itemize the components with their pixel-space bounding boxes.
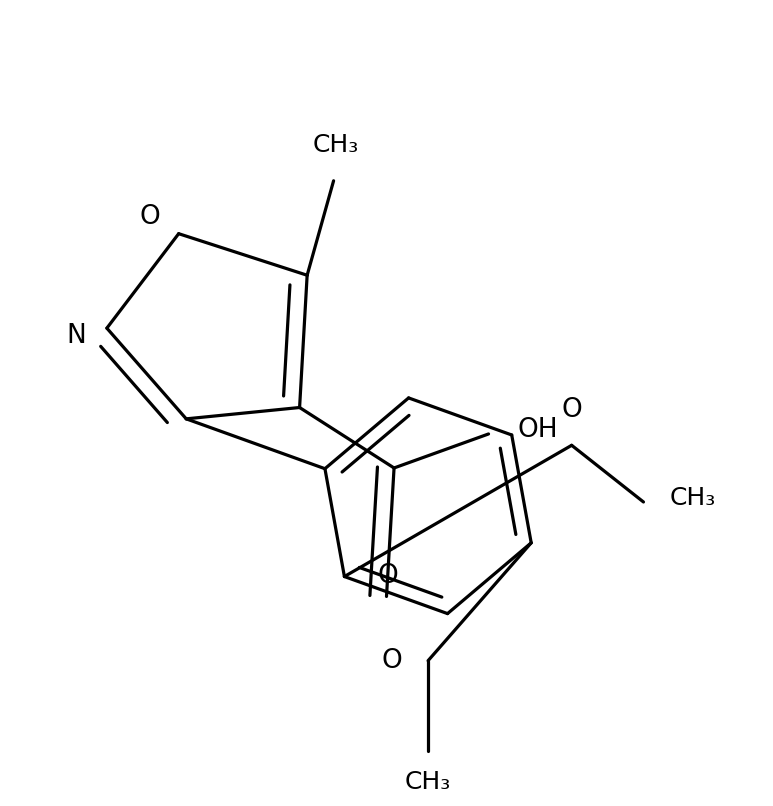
- Text: CH₃: CH₃: [670, 486, 716, 510]
- Text: N: N: [66, 322, 87, 349]
- Text: O: O: [381, 648, 402, 674]
- Text: O: O: [140, 204, 160, 230]
- Text: O: O: [378, 563, 398, 589]
- Text: CH₃: CH₃: [405, 771, 451, 794]
- Text: O: O: [561, 397, 582, 422]
- Text: OH: OH: [517, 418, 558, 443]
- Text: CH₃: CH₃: [313, 133, 359, 156]
